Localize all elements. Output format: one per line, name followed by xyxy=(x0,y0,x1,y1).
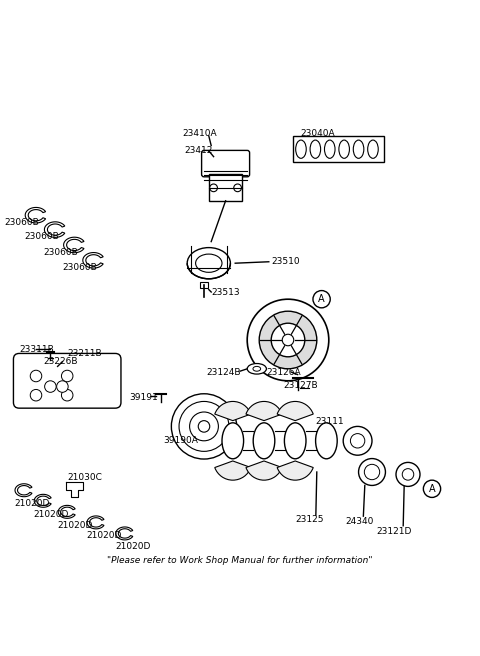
FancyBboxPatch shape xyxy=(13,354,121,408)
Polygon shape xyxy=(83,253,103,268)
Text: 23410A: 23410A xyxy=(182,129,217,138)
Text: 23121D: 23121D xyxy=(377,527,412,537)
Ellipse shape xyxy=(316,423,337,459)
Circle shape xyxy=(364,464,380,480)
Circle shape xyxy=(247,299,329,380)
Ellipse shape xyxy=(296,140,306,158)
Ellipse shape xyxy=(253,423,275,459)
Ellipse shape xyxy=(187,247,230,279)
Ellipse shape xyxy=(222,423,244,459)
Ellipse shape xyxy=(247,363,266,374)
Text: 23311B: 23311B xyxy=(19,344,54,354)
Circle shape xyxy=(423,480,441,497)
Circle shape xyxy=(359,459,385,485)
Circle shape xyxy=(30,370,42,382)
Polygon shape xyxy=(34,495,51,507)
Ellipse shape xyxy=(353,140,364,158)
Wedge shape xyxy=(277,401,313,420)
Text: A: A xyxy=(318,294,325,304)
Text: 23060B: 23060B xyxy=(5,218,39,227)
Circle shape xyxy=(198,420,210,432)
Polygon shape xyxy=(64,237,84,253)
Text: 39191: 39191 xyxy=(130,393,158,401)
Circle shape xyxy=(396,462,420,486)
Text: 24340: 24340 xyxy=(346,518,374,526)
Circle shape xyxy=(313,291,330,308)
Text: 23126A: 23126A xyxy=(266,367,301,377)
Text: 23060B: 23060B xyxy=(24,232,59,241)
Circle shape xyxy=(350,434,365,448)
Ellipse shape xyxy=(324,140,335,158)
Wedge shape xyxy=(215,401,251,420)
Ellipse shape xyxy=(368,140,378,158)
Ellipse shape xyxy=(196,254,222,272)
Circle shape xyxy=(271,323,305,357)
Wedge shape xyxy=(246,401,282,420)
Wedge shape xyxy=(215,461,251,480)
Text: 23510: 23510 xyxy=(271,257,300,266)
Circle shape xyxy=(402,468,414,480)
Text: 23111: 23111 xyxy=(316,417,345,426)
Circle shape xyxy=(30,390,42,401)
Text: 23040A: 23040A xyxy=(300,129,335,138)
Polygon shape xyxy=(116,527,133,540)
Text: 21020D: 21020D xyxy=(58,521,93,530)
Circle shape xyxy=(57,380,68,392)
Text: 21020D: 21020D xyxy=(115,543,151,552)
Circle shape xyxy=(61,370,73,382)
Ellipse shape xyxy=(339,140,349,158)
Wedge shape xyxy=(246,461,282,480)
Wedge shape xyxy=(277,461,313,480)
Text: 23127B: 23127B xyxy=(283,381,318,390)
FancyBboxPatch shape xyxy=(202,150,250,177)
Text: 23513: 23513 xyxy=(211,289,240,297)
Circle shape xyxy=(259,311,317,369)
Text: 23124B: 23124B xyxy=(206,367,241,377)
Text: 21020D: 21020D xyxy=(34,510,69,519)
Circle shape xyxy=(282,335,294,346)
Bar xyxy=(200,282,208,288)
Polygon shape xyxy=(58,505,75,518)
Text: 21030C: 21030C xyxy=(67,473,102,482)
Circle shape xyxy=(171,394,237,459)
Text: "Please refer to Work Shop Manual for further information": "Please refer to Work Shop Manual for fu… xyxy=(107,556,373,565)
Ellipse shape xyxy=(310,140,321,158)
Text: 21020D: 21020D xyxy=(86,531,122,541)
Text: A: A xyxy=(429,484,435,494)
Text: 23060B: 23060B xyxy=(43,248,78,256)
Text: 21020D: 21020D xyxy=(14,499,50,508)
Circle shape xyxy=(210,184,217,192)
Polygon shape xyxy=(87,516,104,529)
Polygon shape xyxy=(25,207,46,223)
Text: 23125: 23125 xyxy=(295,514,324,523)
Circle shape xyxy=(45,380,56,392)
Text: 23060B: 23060B xyxy=(62,263,97,272)
Text: 23211B: 23211B xyxy=(67,349,102,358)
Circle shape xyxy=(179,401,229,451)
Ellipse shape xyxy=(253,367,261,371)
Text: 39190A: 39190A xyxy=(163,436,198,445)
Circle shape xyxy=(61,390,73,401)
Bar xyxy=(293,136,384,163)
Circle shape xyxy=(343,426,372,455)
Circle shape xyxy=(234,184,241,192)
Polygon shape xyxy=(15,483,32,497)
Text: 23226B: 23226B xyxy=(43,357,78,366)
Polygon shape xyxy=(45,222,65,237)
Text: 23412: 23412 xyxy=(185,146,213,155)
Ellipse shape xyxy=(284,423,306,459)
Circle shape xyxy=(190,412,218,441)
Bar xyxy=(209,174,242,201)
